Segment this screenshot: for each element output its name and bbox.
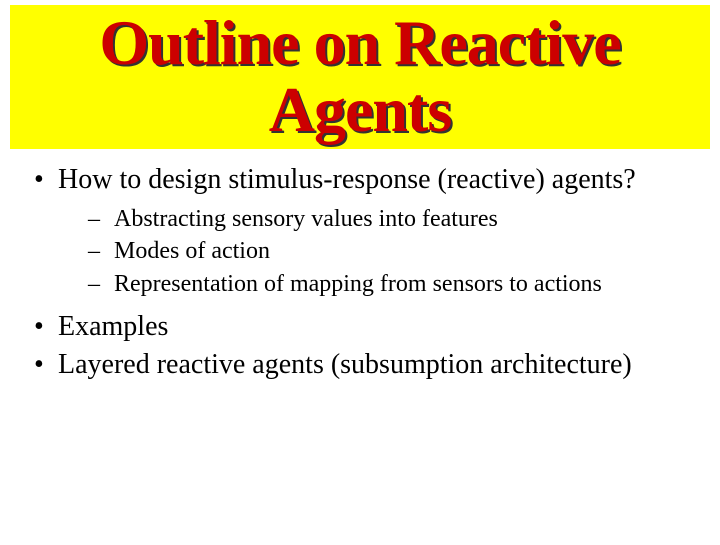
- bullet-item: Examples: [30, 310, 690, 344]
- sub-bullet-text: Modes of action: [114, 238, 270, 264]
- bullet-text: Examples: [58, 311, 168, 342]
- slide-title-block: Outline on Reactive Agents: [10, 5, 710, 149]
- sub-bullet-item: Modes of action: [58, 236, 690, 267]
- bullet-list: How to design stimulus-response (reactiv…: [30, 163, 690, 382]
- sub-bullet-text: Abstracting sensory values into features: [114, 206, 498, 232]
- bullet-text: How to design stimulus-response (reactiv…: [58, 164, 636, 195]
- slide-title-line2: Agents: [10, 76, 710, 143]
- bullet-text: Layered reactive agents (subsumption arc…: [58, 349, 632, 380]
- bullet-item: How to design stimulus-response (reactiv…: [30, 163, 690, 299]
- slide-body: How to design stimulus-response (reactiv…: [0, 149, 720, 382]
- sub-bullet-item: Abstracting sensory values into features: [58, 204, 690, 235]
- sub-bullet-list: Abstracting sensory values into features…: [58, 204, 690, 300]
- bullet-item: Layered reactive agents (subsumption arc…: [30, 348, 690, 382]
- sub-bullet-text: Representation of mapping from sensors t…: [114, 271, 602, 297]
- sub-bullet-item: Representation of mapping from sensors t…: [58, 269, 690, 300]
- slide-title-line1: Outline on Reactive: [10, 9, 710, 76]
